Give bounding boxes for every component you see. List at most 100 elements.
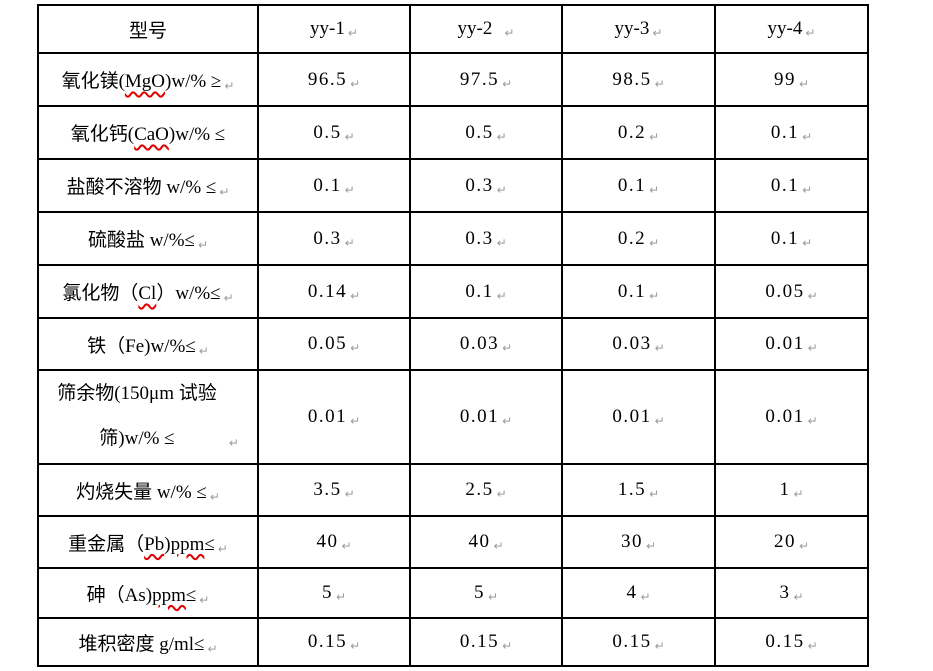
row-label-cell[interactable]: 砷（As)ppm≤ ↵: [37, 567, 259, 619]
label-text: 氧化镁(: [61, 71, 125, 92]
value-cell[interactable]: 3.5 ↵: [257, 463, 411, 517]
misspelled-text: Pb: [144, 533, 165, 555]
paragraph-mark-icon: ↵: [807, 341, 818, 355]
value-cell[interactable]: 97.5 ↵: [409, 52, 563, 107]
value-cell[interactable]: 1 ↵: [714, 463, 869, 517]
value-cell[interactable]: 0.5 ↵: [409, 105, 563, 160]
label-text: 氧化钙(: [70, 124, 135, 145]
value-cell[interactable]: 0.15 ↵: [714, 617, 869, 667]
paragraph-mark-icon: ↵: [350, 288, 361, 303]
value-cell[interactable]: 0.05 ↵: [257, 317, 411, 371]
header-cell-yy-3[interactable]: yy-3 ↵: [561, 4, 716, 54]
row-label-cell[interactable]: 氧化钙(CaO)w/% ≤: [37, 105, 259, 160]
value-cell[interactable]: 0.01 ↵: [257, 369, 411, 465]
header-cell-yy-1[interactable]: yy-1 ↵: [257, 4, 411, 54]
value-cell[interactable]: 0.03 ↵: [409, 317, 563, 371]
paragraph-mark-icon: ↵: [793, 487, 804, 501]
row-label-cell[interactable]: 堆积密度 g/ml≤ ↵: [37, 617, 259, 667]
value-cell[interactable]: 5 ↵: [257, 567, 411, 619]
header-label: yy-3: [614, 18, 650, 39]
cell-value: 3.5: [313, 479, 342, 500]
paragraph-mark-icon: ↵: [649, 129, 660, 144]
cell-value: 0.3: [465, 227, 494, 249]
paragraph-mark-icon: ↵: [645, 539, 657, 553]
value-cell[interactable]: 0.3 ↵: [257, 211, 411, 266]
spec-table: 型号 yy-1 ↵ yy-2 ↵ yy-3 ↵ yy-4 ↵ 氧化镁(MgO)w/% ≥ ↵ 96.…: [37, 4, 869, 667]
value-cell[interactable]: 0.1 ↵: [714, 158, 869, 213]
paragraph-mark-icon: ↵: [649, 182, 660, 197]
value-cell[interactable]: 0.15 ↵: [561, 617, 716, 667]
value-cell[interactable]: 5 ↵: [409, 567, 563, 619]
row-label-cell[interactable]: 盐酸不溶物 w/% ≤ ↵: [37, 158, 259, 213]
paragraph-mark-icon: ↵: [802, 235, 813, 250]
value-cell[interactable]: 3 ↵: [714, 567, 869, 619]
cell-value: 98.5: [612, 68, 652, 90]
paragraph-mark-icon: ↵: [502, 639, 513, 653]
paragraph-mark-icon: ↵: [344, 129, 355, 144]
cell-value: 0.03: [612, 333, 652, 354]
value-cell[interactable]: 0.1 ↵: [714, 211, 869, 266]
value-cell[interactable]: 0.03 ↵: [561, 317, 716, 371]
row-label-cell[interactable]: 铁（Fe)w/%≤ ↵: [37, 317, 259, 371]
value-cell[interactable]: 0.2 ↵: [561, 105, 716, 160]
paragraph-mark-icon: ↵: [219, 185, 230, 199]
label-text: 筛余物(150μm 试验 筛)w/% ≤: [57, 383, 217, 449]
header-cell-model[interactable]: 型号: [37, 4, 259, 54]
value-cell[interactable]: 0.1 ↵: [409, 264, 563, 319]
paragraph-mark-icon: ↵: [807, 288, 818, 303]
cell-value: 0.5: [465, 121, 494, 143]
paragraph-mark-icon: ↵: [793, 590, 804, 604]
value-cell[interactable]: 20 ↵: [714, 515, 869, 569]
label-text: ): [164, 533, 171, 555]
table-row: 堆积密度 g/ml≤ ↵ 0.15 ↵ 0.15 ↵ 0.15 ↵ 0.15 ↵: [37, 617, 869, 667]
row-label: 氯化物（Cl）w/%≤: [62, 283, 220, 304]
row-label: 盐酸不溶物 w/% ≤: [67, 177, 217, 198]
value-cell[interactable]: 98.5 ↵: [561, 52, 716, 107]
cell-value: 30: [620, 531, 643, 552]
value-cell[interactable]: 40 ↵: [409, 515, 563, 569]
value-cell[interactable]: 2.5 ↵: [409, 463, 563, 517]
header-label: yy-2: [457, 18, 493, 39]
table-row: 砷（As)ppm≤ ↵ 5 ↵ 5 ↵ 4 ↵ 3 ↵: [37, 567, 869, 619]
paragraph-mark-icon: ↵: [496, 182, 507, 197]
cell-value: 0.1: [465, 280, 494, 302]
value-cell[interactable]: 4 ↵: [561, 567, 716, 619]
paragraph-mark-icon: ↵: [654, 414, 665, 428]
value-cell[interactable]: 0.01 ↵: [409, 369, 563, 465]
value-cell[interactable]: 0.1 ↵: [714, 105, 869, 160]
value-cell[interactable]: 0.01 ↵: [714, 317, 869, 371]
row-label-cell[interactable]: 灼烧失量 w/% ≤ ↵: [37, 463, 259, 517]
value-cell[interactable]: 0.1 ↵: [561, 158, 716, 213]
value-cell[interactable]: 0.05 ↵: [714, 264, 869, 319]
row-label-cell[interactable]: 筛余物(150μm 试验 筛)w/% ≤ ↵: [37, 369, 259, 465]
label-text: ≤: [204, 533, 215, 555]
cell-value: 0.1: [770, 174, 800, 196]
paragraph-mark-icon: ↵: [347, 26, 358, 40]
row-label: 重金属（Pb)ppm≤: [68, 534, 215, 555]
row-label-cell[interactable]: 重金属（Pb)ppm≤ ↵: [37, 515, 259, 569]
value-cell[interactable]: 0.01 ↵: [561, 369, 716, 465]
value-cell[interactable]: 0.2 ↵: [561, 211, 716, 266]
value-cell[interactable]: 99 ↵: [714, 52, 869, 107]
header-cell-yy-4[interactable]: yy-4 ↵: [714, 4, 869, 54]
row-label-cell[interactable]: 氧化镁(MgO)w/% ≥ ↵: [37, 52, 259, 107]
paragraph-mark-icon: ↵: [654, 639, 665, 653]
header-cell-yy-2[interactable]: yy-2 ↵: [409, 4, 563, 54]
value-cell[interactable]: 30 ↵: [561, 515, 716, 569]
value-cell[interactable]: 0.15 ↵: [257, 617, 411, 667]
cell-value: 0.01: [765, 333, 805, 354]
value-cell[interactable]: 96.5 ↵: [257, 52, 411, 107]
row-label-cell[interactable]: 氯化物（Cl）w/%≤ ↵: [37, 264, 259, 319]
value-cell[interactable]: 0.5 ↵: [257, 105, 411, 160]
value-cell[interactable]: 0.1 ↵: [561, 264, 716, 319]
value-cell[interactable]: 0.15 ↵: [409, 617, 563, 667]
value-cell[interactable]: 0.01 ↵: [714, 369, 869, 465]
value-cell[interactable]: 0.1 ↵: [257, 158, 411, 213]
value-cell[interactable]: 40 ↵: [257, 515, 411, 569]
paragraph-mark-icon: ↵: [496, 487, 507, 501]
row-label-cell[interactable]: 硫酸盐 w/%≤ ↵: [37, 211, 259, 266]
value-cell[interactable]: 0.14 ↵: [257, 264, 411, 319]
value-cell[interactable]: 0.3 ↵: [409, 211, 563, 266]
value-cell[interactable]: 0.3 ↵: [409, 158, 563, 213]
value-cell[interactable]: 1.5 ↵: [561, 463, 716, 517]
